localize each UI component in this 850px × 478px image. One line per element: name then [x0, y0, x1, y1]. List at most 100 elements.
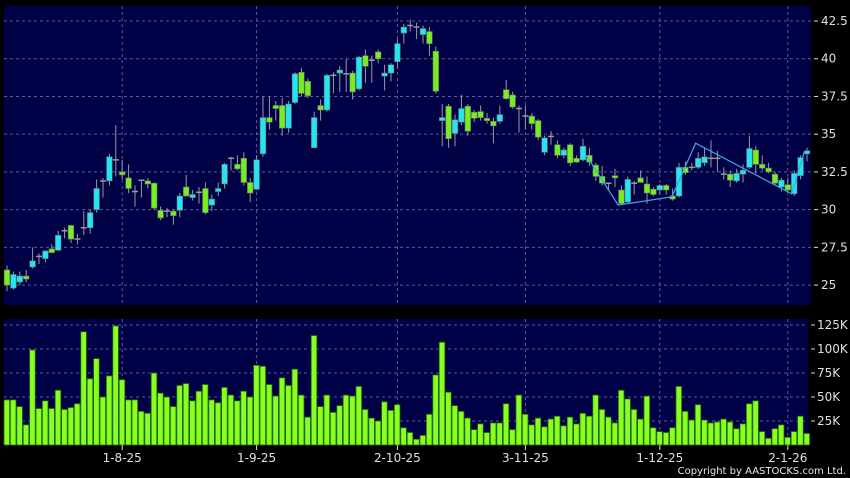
candle-body [541, 137, 548, 153]
candle [464, 103, 471, 136]
volume-bar [733, 428, 740, 446]
candle-body [579, 145, 587, 161]
candle [708, 140, 714, 168]
price-panel [4, 6, 811, 305]
candle-body [55, 234, 62, 251]
candle-body [490, 121, 497, 127]
volume-bar [259, 365, 266, 446]
candle [784, 177, 791, 192]
candle-body [291, 73, 299, 103]
candle-body [157, 210, 164, 219]
volume-bar [246, 396, 254, 446]
candle [234, 155, 241, 171]
volume-bar [221, 386, 228, 446]
date-tick-label: 2-10-25 [374, 451, 421, 465]
candle [157, 206, 164, 221]
candle [36, 253, 42, 264]
volume-bar [125, 399, 132, 446]
volume-bar [208, 399, 215, 446]
candle [355, 55, 363, 91]
candle-body [451, 119, 459, 134]
candle [624, 176, 631, 204]
volume-bar [515, 394, 522, 446]
candle [560, 147, 567, 159]
date-tick-label: 3-11-25 [502, 451, 549, 465]
volume-bar [611, 422, 618, 446]
volume-bar [240, 390, 247, 446]
candle [426, 27, 433, 56]
volume-bar [541, 426, 548, 446]
volume-bar [547, 418, 554, 446]
date-tick-label: 1-9-25 [237, 451, 276, 465]
volume-bar [291, 368, 298, 446]
candle [586, 147, 593, 166]
volume-bar [758, 431, 766, 446]
volume-bar [630, 409, 638, 446]
candle [483, 113, 491, 124]
candle [304, 78, 311, 98]
candle-body [567, 144, 574, 164]
candle-body [663, 185, 670, 191]
candle [720, 167, 727, 180]
volume-tick-label: 125K [817, 318, 849, 332]
candle [349, 70, 356, 100]
candle-body [240, 158, 247, 183]
volume-bar [3, 399, 10, 446]
candle-body [426, 31, 433, 44]
volume-bar [163, 396, 170, 446]
candle-body [739, 170, 747, 175]
volume-bar [144, 412, 151, 446]
candle [695, 152, 702, 169]
volume-bar [483, 432, 490, 446]
volume-bar [502, 403, 510, 446]
volume-bar [48, 408, 55, 446]
volume-bar [285, 385, 292, 446]
candle [106, 153, 113, 186]
volume-bar [445, 391, 452, 446]
candle [739, 164, 747, 183]
candle [279, 97, 286, 136]
candle [381, 64, 388, 91]
volume-bar [489, 422, 497, 446]
candle-body [464, 105, 471, 132]
volume-bar [329, 411, 337, 446]
volume-bar [278, 377, 286, 446]
volume-tick-label: 75K [817, 366, 841, 380]
candle [144, 177, 151, 189]
candle [196, 186, 202, 204]
volume-bar [61, 409, 68, 446]
candle-body [624, 179, 631, 203]
candle-body [67, 225, 75, 240]
candle [605, 182, 612, 191]
candle [189, 190, 196, 201]
candle-body [765, 167, 772, 173]
candle-body [752, 149, 759, 165]
candle [176, 193, 183, 218]
candle-body [496, 114, 503, 122]
volume-bar [470, 429, 478, 446]
volume-bar [368, 417, 375, 446]
candle-body [650, 188, 657, 195]
candle-body [189, 194, 196, 198]
volume-bar [803, 433, 810, 446]
volume-bar [297, 394, 305, 446]
volume-bar [432, 374, 439, 446]
candle-body [733, 173, 740, 182]
candle-body [432, 50, 439, 92]
axis-labels: 25 27.5 30 32.5 35 37.5 40 42.5 25K 50K 75K 100K 125… [103, 14, 849, 465]
candle-body [125, 177, 132, 189]
volume-bar [694, 404, 702, 446]
volume-bar [253, 364, 260, 446]
price-tick-label: 42.5 [821, 14, 848, 28]
volume-bar [336, 405, 343, 446]
volume-tick-label: 25K [817, 414, 841, 428]
candle [656, 183, 663, 195]
candle [746, 135, 753, 169]
candle [259, 96, 267, 157]
volume-bar [42, 400, 49, 446]
candle-body [323, 75, 331, 111]
candle-body [458, 108, 465, 123]
candlesticks [3, 19, 811, 292]
volume-bar [342, 394, 350, 446]
volume-bar [419, 434, 426, 446]
